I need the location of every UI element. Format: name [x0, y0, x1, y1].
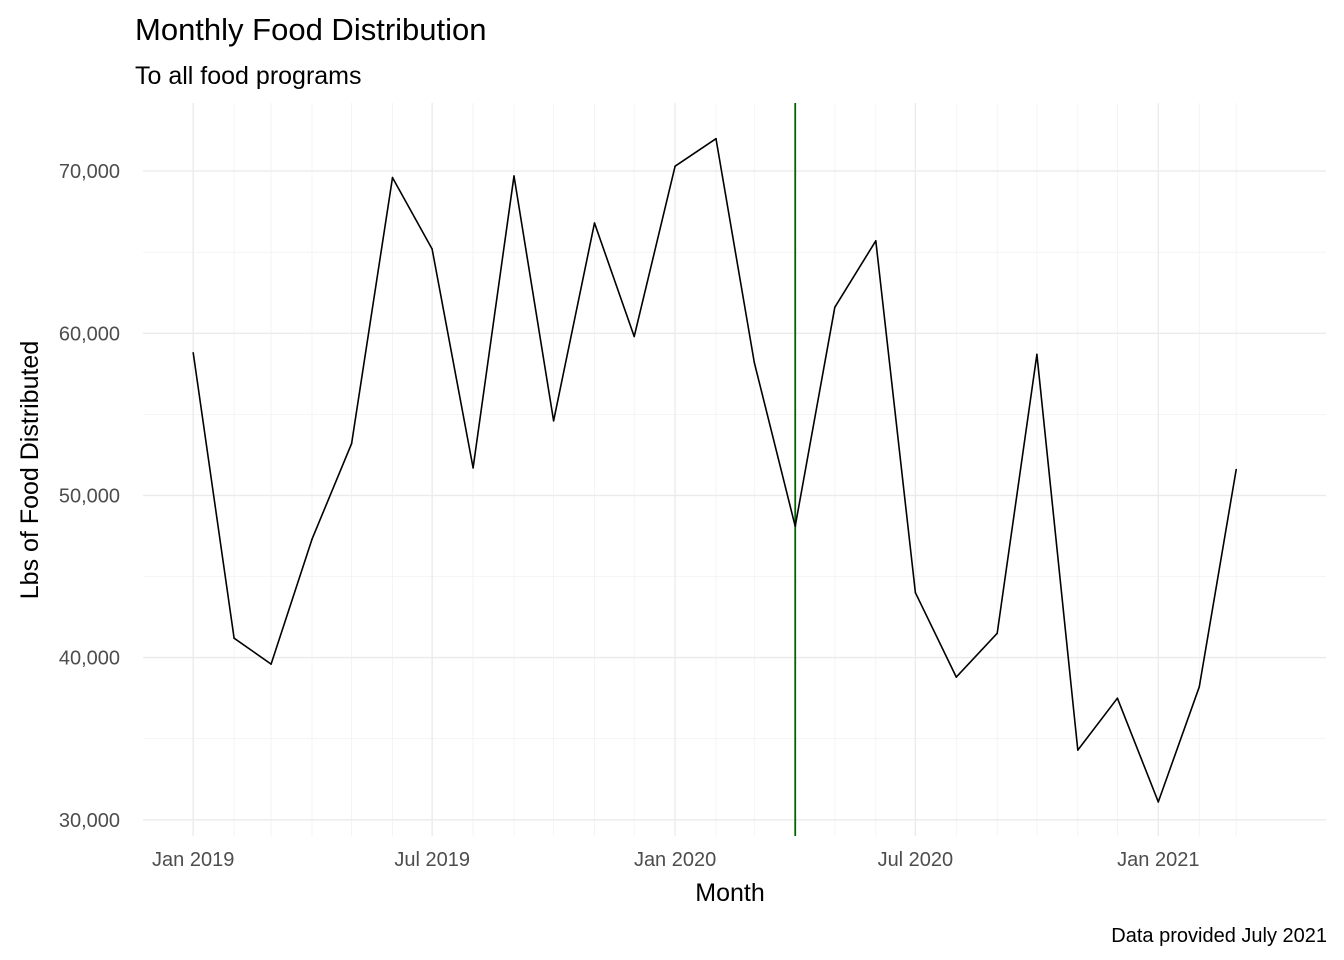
data-point	[350, 442, 353, 445]
data-point	[794, 525, 797, 528]
data-point	[674, 165, 676, 168]
y-axis-title: Lbs of Food Distributed	[16, 341, 44, 599]
x-tick-label: Jan 2020	[634, 849, 716, 871]
data-point	[834, 306, 836, 309]
data-point	[233, 637, 235, 639]
data-point	[391, 176, 394, 179]
series-layer	[192, 137, 1238, 803]
series-line	[192, 137, 1237, 803]
x-axis-title: Month	[695, 879, 764, 907]
data-point	[914, 591, 917, 594]
data-point	[192, 351, 194, 354]
y-tick-label: 50,000	[59, 485, 120, 507]
x-tick-label: Jul 2019	[394, 849, 470, 871]
data-point	[1157, 801, 1160, 803]
grid	[143, 103, 1326, 836]
x-tick-label: Jul 2020	[878, 849, 954, 871]
x-tick-label: Jan 2019	[152, 849, 234, 871]
x-tick-label: Jan 2021	[1117, 849, 1199, 871]
chart-subtitle: To all food programs	[135, 62, 362, 90]
data-point	[1036, 353, 1038, 356]
y-tick-label: 30,000	[59, 810, 120, 832]
chart-title: Monthly Food Distribution	[135, 12, 487, 47]
data-point	[753, 361, 756, 364]
y-axis-ticks: 30,000 40,000 50,000 60,000 70,000	[59, 161, 120, 832]
data-point	[1076, 749, 1079, 751]
data-point	[270, 663, 272, 665]
data-point	[472, 467, 474, 469]
data-point	[633, 335, 635, 338]
chart-caption: Data provided July 2021	[1111, 925, 1327, 947]
data-point	[593, 222, 596, 224]
y-tick-label: 40,000	[59, 648, 120, 670]
data-point	[552, 420, 555, 422]
y-tick-label: 60,000	[59, 323, 120, 345]
y-tick-label: 70,000	[59, 161, 120, 183]
data-point	[955, 676, 958, 678]
data-point	[311, 538, 313, 541]
data-point	[1116, 697, 1119, 699]
data-point	[1235, 468, 1238, 471]
data-point	[513, 175, 515, 177]
data-point	[431, 248, 433, 250]
x-axis-ticks: Jan 2019 Jul 2019 Jan 2020 Jul 2020 Jan 2021	[152, 849, 1199, 871]
data-point	[1198, 686, 1201, 688]
data-point	[996, 632, 999, 635]
data-point	[715, 137, 717, 140]
data-point	[874, 240, 877, 242]
